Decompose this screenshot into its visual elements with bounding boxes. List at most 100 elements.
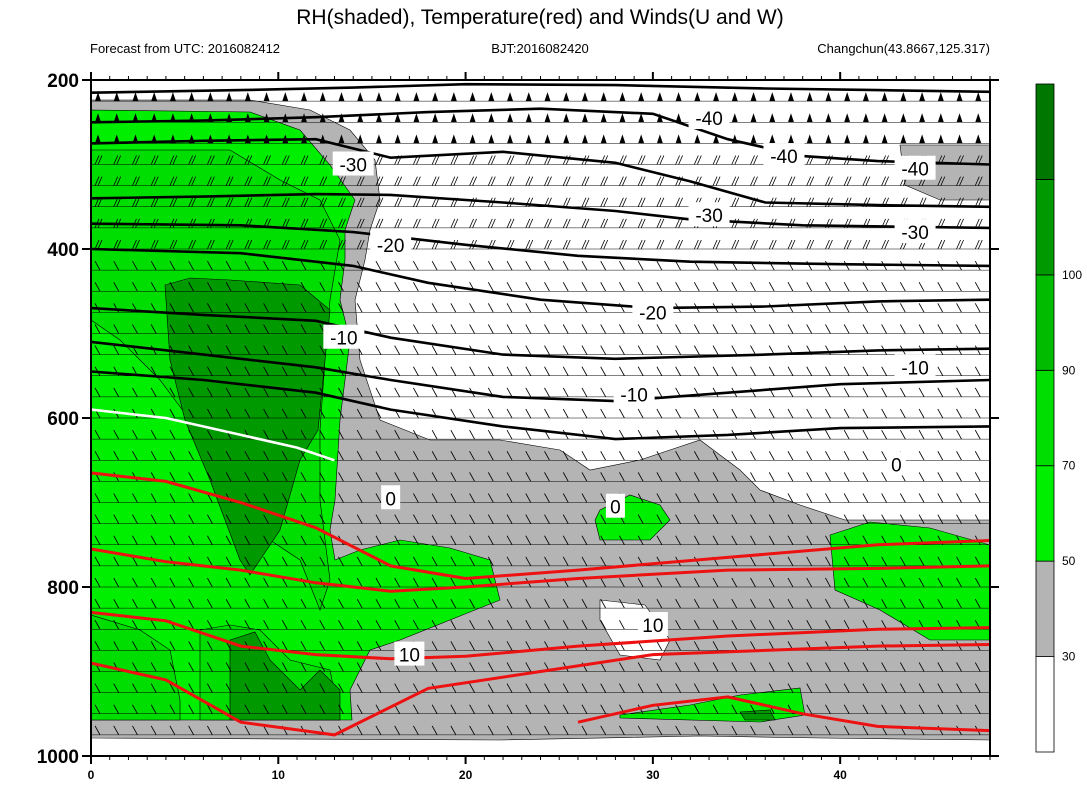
contour-label-box [894, 155, 936, 180]
wind-barb [263, 303, 269, 313]
wind-barb [974, 514, 981, 524]
wind-barb [600, 683, 607, 693]
wind-barb [768, 176, 774, 186]
wind-barb [806, 176, 812, 186]
wind-barb [806, 535, 813, 545]
wind-barb [375, 387, 382, 398]
wind-flag [844, 113, 851, 123]
wind-barb [150, 260, 157, 271]
wind-barb [731, 345, 738, 355]
wind-barb [188, 408, 194, 419]
wind-flag [881, 134, 888, 144]
wind-barb [113, 176, 119, 186]
wind-barb [300, 493, 307, 503]
wind-barb [900, 324, 906, 334]
wind-barb [356, 598, 363, 609]
wind-barb [675, 683, 681, 693]
wind-barb [525, 408, 532, 419]
wind-barb [750, 620, 756, 630]
wind-barb [918, 472, 925, 482]
wind-barb [974, 662, 981, 672]
wind-flag [825, 92, 832, 102]
wind-barb [918, 662, 925, 672]
wind-barb [472, 197, 477, 207]
wind-barb [188, 641, 194, 651]
wind-barb [768, 282, 775, 292]
wind-barb [188, 260, 194, 271]
wind-barb [581, 683, 588, 693]
wind-barb [525, 429, 532, 440]
wind-barb [862, 324, 869, 334]
wind-barb [994, 388, 999, 397]
wind-barb [693, 324, 700, 334]
wind-barb [244, 514, 251, 524]
wind-flag [95, 134, 101, 144]
wind-flag [656, 92, 663, 102]
wind-flag [244, 92, 251, 102]
wind-barb [450, 324, 457, 334]
contour-label: 0 [891, 455, 902, 476]
wind-barb [281, 176, 287, 186]
wind-barb [281, 303, 288, 313]
wind-barb [862, 493, 869, 503]
wind-barb [207, 387, 213, 398]
wind-barb [619, 218, 624, 229]
wind-flag [975, 134, 982, 144]
wind-barb [169, 282, 176, 292]
wind-barb [434, 218, 440, 229]
wind-barb [974, 556, 981, 567]
wind-barb [506, 218, 512, 229]
wind-barb [974, 239, 980, 250]
wind-barb [544, 303, 550, 313]
wind-barb [825, 387, 831, 398]
wind-barb [956, 598, 962, 609]
wind-barb [169, 451, 176, 461]
wind-barb [581, 451, 588, 461]
wind-barb [300, 472, 307, 482]
wind-barb [487, 282, 494, 292]
wind-barb [113, 239, 119, 250]
wind-barb [562, 366, 569, 376]
wind-barb [806, 451, 813, 461]
wind-barb [937, 324, 944, 334]
station-location-label: Changchun(43.8667,125.317) [817, 41, 990, 56]
wind-barb [207, 155, 212, 165]
wind-barb [394, 683, 401, 693]
wind-barb [94, 155, 100, 165]
wind-barb [378, 176, 384, 186]
wind-flag [694, 92, 701, 102]
wind-barb [281, 662, 288, 672]
wind-barb [525, 472, 532, 482]
wind-barb [431, 176, 437, 186]
wind-barb [450, 535, 457, 545]
wind-barb [97, 239, 103, 250]
wind-barb [900, 303, 906, 313]
wind-barb [956, 303, 962, 313]
wind-flag [581, 92, 588, 102]
wind-flag [975, 92, 982, 102]
wind-barb [675, 620, 681, 630]
wind-barb [356, 282, 363, 292]
wind-barb [322, 239, 328, 250]
wind-barb [413, 239, 418, 250]
wind-barb [656, 239, 662, 250]
wind-barb [225, 176, 231, 186]
contour-label-box [323, 324, 365, 349]
wind-barb [453, 176, 459, 186]
wind-barb [487, 176, 493, 186]
wind-barb [731, 620, 738, 630]
wind-barb [825, 683, 831, 693]
wind-barb [487, 725, 494, 736]
wind-barb [528, 155, 534, 165]
wind-barb [581, 620, 588, 630]
wind-barb [994, 156, 998, 165]
wind-barb [506, 451, 513, 461]
wind-barb [825, 598, 831, 609]
wind-barb [225, 408, 232, 419]
wind-barb [600, 514, 607, 524]
wind-barb [94, 429, 101, 440]
wind-barb [281, 493, 288, 503]
wind-barb [225, 387, 232, 398]
wind-barb [790, 218, 796, 229]
wind-barb [188, 176, 194, 186]
